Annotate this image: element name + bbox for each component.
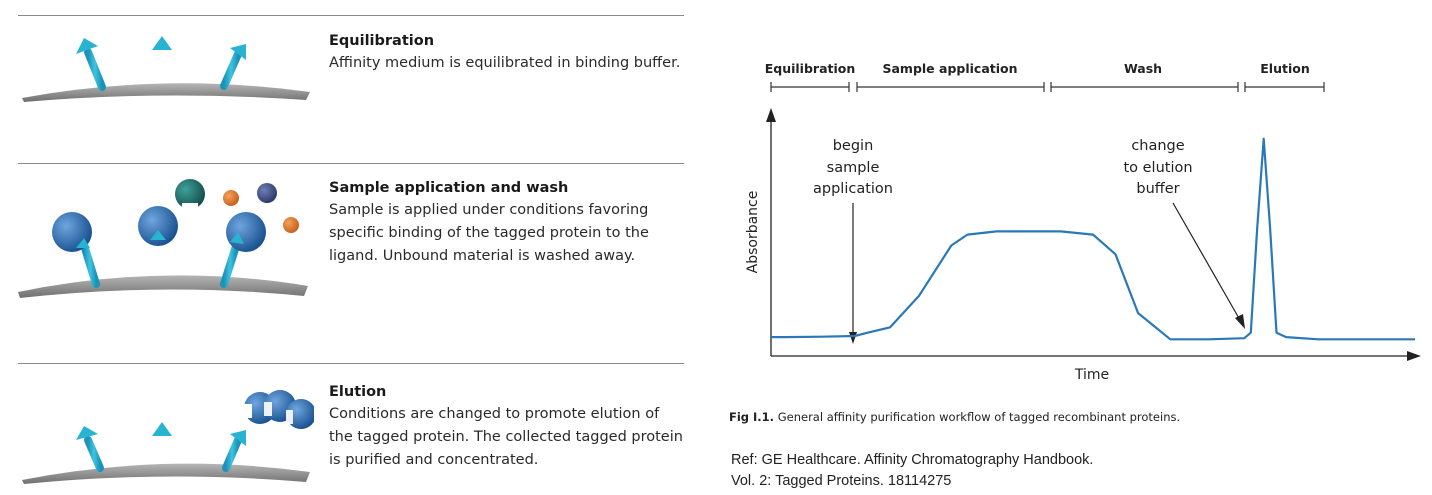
- ligand-arrow: [220, 44, 246, 90]
- annotation-line: sample: [827, 160, 880, 176]
- absorbance-curve: [771, 137, 1415, 341]
- step-description: Sample is applied under conditions favor…: [329, 202, 649, 218]
- axes: [766, 108, 1421, 361]
- contaminant-molecule: [257, 183, 277, 203]
- matrix-surface: [22, 83, 310, 102]
- step-description: Affinity medium is equilibrated in bindi…: [329, 55, 681, 71]
- y-axis-label: Absorbance: [745, 191, 761, 274]
- row-divider: [18, 363, 684, 364]
- row-divider: [18, 15, 684, 16]
- sample-application-illustration: [18, 179, 308, 298]
- ligand-arrow: [222, 430, 246, 472]
- equilibration-illustration: [22, 36, 310, 102]
- figure-caption: Fig I.1. General affinity purification w…: [729, 410, 1180, 424]
- eluted-protein: [242, 390, 314, 429]
- matrix-surface: [22, 463, 310, 484]
- ligand-arrow: [76, 426, 104, 472]
- step-description: is purified and concentrated.: [329, 452, 539, 468]
- step-title: Sample application and wash: [329, 180, 569, 196]
- step-description: ligand. Unbound material is washed away.: [329, 248, 636, 264]
- phase-brackets: [770, 82, 1325, 92]
- phase-label: Sample application: [882, 61, 1017, 76]
- annotation-line: change: [1131, 138, 1184, 154]
- matrix-surface: [18, 275, 308, 298]
- annotation-line: application: [813, 181, 893, 197]
- annotation-line: begin: [833, 138, 874, 154]
- step-title: Elution: [329, 384, 387, 400]
- step-description: specific binding of the tagged protein t…: [329, 225, 649, 241]
- caption-label: Fig I.1.: [729, 410, 775, 424]
- annotation-change-buffer: change to elution buffer: [1123, 138, 1192, 197]
- elution-illustration: [22, 390, 314, 484]
- x-axis-label: Time: [1074, 367, 1109, 383]
- step-description: Conditions are changed to promote elutio…: [329, 406, 660, 422]
- annotation-line: buffer: [1136, 181, 1179, 197]
- phase-label: Equilibration: [765, 61, 856, 76]
- caption-text: General affinity purification workflow o…: [774, 410, 1181, 424]
- reference-line: Vol. 2: Tagged Proteins. 18114275: [731, 473, 952, 489]
- step-title: Equilibration: [329, 33, 435, 49]
- step-description: the tagged protein. The collected tagged…: [329, 429, 683, 445]
- ligand-arrow: [220, 242, 240, 288]
- contaminant-molecule: [175, 179, 205, 209]
- annotation-arrow: [849, 203, 857, 344]
- reference-line: Ref: GE Healthcare. Affinity Chromatogra…: [731, 452, 1094, 468]
- ligand-arrow: [80, 241, 100, 288]
- reference: Ref: GE Healthcare. Affinity Chromatogra…: [731, 450, 1093, 492]
- step-equilibration: Equilibration Affinity medium is equilib…: [329, 30, 689, 75]
- tagged-protein: [226, 212, 266, 252]
- step-sample-application: Sample application and wash Sample is ap…: [329, 177, 689, 268]
- tagged-protein: [138, 206, 178, 246]
- step-elution: Elution Conditions are changed to promot…: [329, 381, 689, 472]
- annotation-arrow: [1172, 202, 1245, 329]
- ligand-arrow: [152, 422, 172, 470]
- annotation-begin-sample: begin sample application: [813, 138, 893, 197]
- contaminant-molecule: [223, 190, 239, 206]
- contaminant-molecule: [283, 217, 299, 233]
- row-divider: [18, 163, 684, 164]
- phase-label: Elution: [1260, 61, 1309, 76]
- ligand-arrow: [76, 38, 106, 91]
- phase-label: Wash: [1124, 61, 1162, 76]
- absorbance-chart: Equilibration Sample application Wash El…: [745, 61, 1421, 383]
- annotation-line: to elution: [1123, 160, 1192, 176]
- ligand-arrow: [152, 36, 172, 88]
